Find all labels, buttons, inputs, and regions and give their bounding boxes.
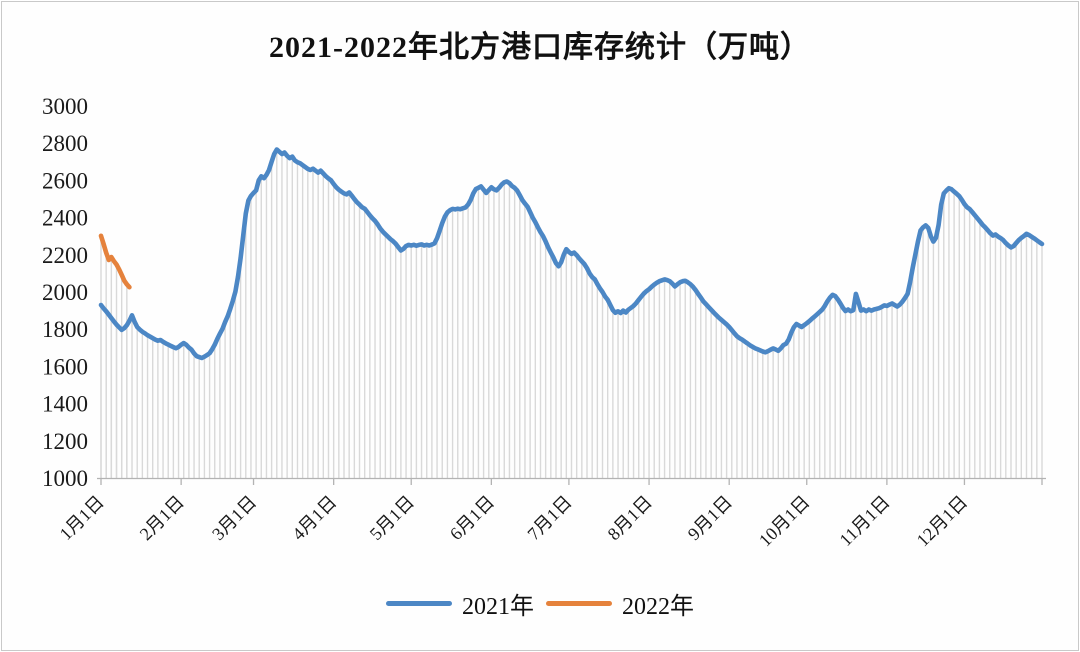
x-axis-tick-label: 9月1日	[684, 492, 736, 544]
y-axis-tick-label: 2800	[42, 131, 88, 156]
legend-item-2022: 2022年	[546, 586, 694, 621]
legend-label-2022: 2022年	[622, 594, 694, 620]
chart-title: 2021-2022年北方港口库存统计（万吨）	[269, 31, 811, 64]
legend-line-2022-icon	[546, 601, 612, 606]
legend-line-2021-icon	[386, 601, 452, 606]
x-axis-tick-label: 8月1日	[604, 492, 656, 544]
series-line-2021	[98, 147, 1045, 361]
y-axis-tick-label: 1400	[42, 392, 88, 417]
x-axis-tick-label: 3月1日	[208, 492, 260, 544]
y-axis-tick-label: 2200	[42, 243, 88, 268]
y-axis-tick-label: 1600	[42, 354, 88, 379]
x-axis-tick-label: 12月1日	[913, 492, 972, 551]
x-axis-tick-label: 6月1日	[446, 492, 498, 544]
x-axis-tick-label: 11月1日	[835, 492, 893, 550]
x-axis-tick-label: 7月1日	[523, 492, 575, 544]
y-axis-tick-label: 3000	[42, 94, 88, 119]
legend-label-2021: 2021年	[462, 594, 534, 620]
y-axis-tick-label: 1800	[42, 317, 88, 342]
x-axis-tick-label: 10月1日	[755, 492, 814, 551]
x-axis-tick-label: 4月1日	[288, 492, 340, 544]
series-line-2022	[98, 233, 132, 290]
legend-item-2021: 2021年	[386, 586, 534, 621]
x-axis-tick-label: 5月1日	[366, 492, 418, 544]
y-axis-tick-label: 2400	[42, 206, 88, 231]
x-axis-tick-label: 1月1日	[56, 492, 108, 544]
y-axis-tick-label: 1200	[42, 429, 88, 454]
y-axis-tick-label: 2000	[42, 280, 88, 305]
y-axis-tick-label: 1000	[42, 466, 88, 491]
legend: 2021年 2022年	[0, 586, 1080, 621]
x-axis-tick-label: 2月1日	[136, 492, 188, 544]
y-axis-tick-label: 2600	[42, 168, 88, 193]
